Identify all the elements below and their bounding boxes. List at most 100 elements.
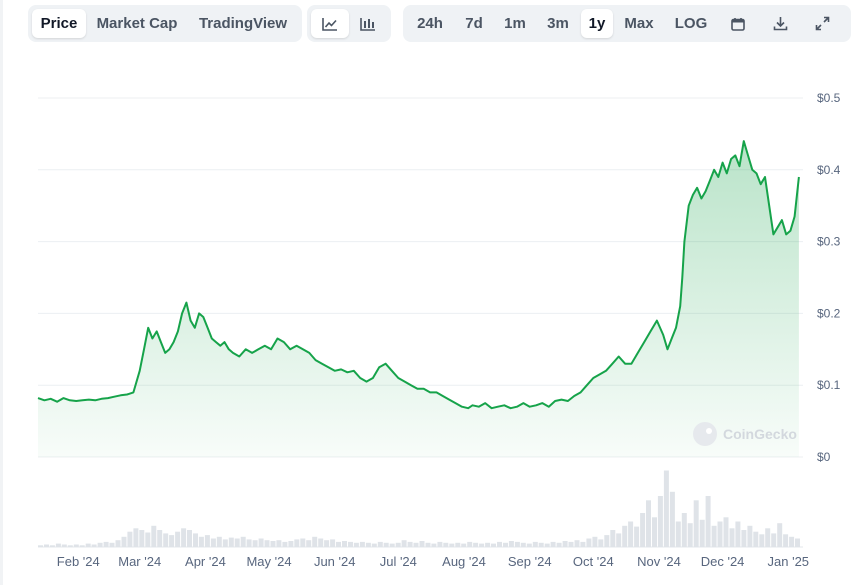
volume-bar xyxy=(520,542,526,548)
watermark-text: CoinGecko xyxy=(723,426,797,442)
volume-bar xyxy=(300,538,306,547)
range-1m[interactable]: 1m xyxy=(504,15,526,32)
volume-bar xyxy=(646,500,651,548)
volume-bar xyxy=(377,541,383,547)
volume-bar xyxy=(443,542,449,548)
volume-bar xyxy=(264,540,270,547)
tab-market-cap[interactable]: Market Cap xyxy=(96,15,178,32)
tab-tradingview[interactable]: TradingView xyxy=(198,15,288,32)
volume-bar xyxy=(133,528,139,547)
volume-bar xyxy=(276,540,282,547)
volume-bar xyxy=(657,496,663,547)
candlestick-chart-button[interactable] xyxy=(349,9,387,38)
volume-bar xyxy=(401,540,407,547)
volume-bar xyxy=(348,541,353,547)
time-range-group: 24h 7d 1m 3m 1y Max LOG xyxy=(403,5,851,42)
volume-bar xyxy=(562,541,568,547)
volume-bar xyxy=(49,545,55,547)
volume-bar xyxy=(437,541,443,547)
volume-bar xyxy=(413,542,419,548)
x-tick-label: Jun '24 xyxy=(314,554,356,569)
range-3m[interactable]: 3m xyxy=(547,15,569,32)
volume-bar xyxy=(365,542,371,548)
volume-bar xyxy=(479,543,485,547)
volume-bar xyxy=(526,543,532,547)
volume-bar xyxy=(282,541,288,547)
volume-bar xyxy=(91,544,97,547)
volume-bar xyxy=(157,530,163,547)
range-1y[interactable]: 1y xyxy=(581,9,613,38)
volume-bar xyxy=(461,543,467,547)
volume-bar xyxy=(640,513,646,547)
volume-bar xyxy=(765,528,771,547)
y-tick-label: $0.3 xyxy=(817,235,841,249)
line-chart-icon xyxy=(322,17,338,31)
volume-bar xyxy=(85,543,91,547)
x-tick-label: Oct '24 xyxy=(573,554,614,569)
volume-bar xyxy=(550,541,556,547)
volume-bar xyxy=(544,543,550,547)
volume-bar xyxy=(121,536,127,547)
volume-bar xyxy=(777,523,783,547)
volume-bar xyxy=(663,470,669,547)
volume-bar xyxy=(514,541,520,547)
y-tick-label: $0.5 xyxy=(817,91,841,105)
volume-bar xyxy=(181,528,187,547)
volume-bar xyxy=(693,500,699,548)
volume-bar xyxy=(497,541,502,547)
volume-bar xyxy=(759,534,765,548)
x-tick-label: Sep '24 xyxy=(508,554,552,569)
volume-bar xyxy=(228,537,234,547)
volume-bar xyxy=(324,540,330,547)
volume-bar xyxy=(193,533,198,547)
volume-bar xyxy=(675,521,681,547)
price-area-fill xyxy=(38,141,799,457)
range-24h[interactable]: 24h xyxy=(417,15,443,32)
volume-bar xyxy=(127,531,133,547)
volume-bar xyxy=(795,538,800,547)
volume-bar xyxy=(371,543,377,547)
volume-bar xyxy=(574,540,580,547)
log-scale-toggle[interactable]: LOG xyxy=(674,15,708,32)
volume-bar xyxy=(252,540,258,547)
volume-bar xyxy=(115,540,121,547)
download-button[interactable] xyxy=(759,9,801,38)
volume-bar xyxy=(55,543,61,547)
volume-bar xyxy=(467,541,473,547)
volume-bar xyxy=(246,539,252,547)
x-tick-label: Aug '24 xyxy=(442,554,486,569)
volume-bar xyxy=(175,531,181,547)
volume-bar xyxy=(711,525,717,548)
volume-bar xyxy=(336,541,341,547)
tab-price[interactable]: Price xyxy=(32,9,86,38)
y-axis-labels: $0 $0.1 $0.2 $0.3 $0.4 $0.5 xyxy=(817,91,841,464)
volume-bar xyxy=(79,545,85,547)
volume-bar xyxy=(38,545,43,547)
volume-bar xyxy=(330,539,336,547)
volume-bar xyxy=(598,539,604,547)
x-tick-label: Feb '24 xyxy=(57,554,100,569)
volume-bar xyxy=(747,525,753,548)
line-chart-button[interactable] xyxy=(311,9,349,38)
volume-bar xyxy=(669,491,675,548)
fullscreen-button[interactable] xyxy=(801,9,843,38)
volume-bar xyxy=(473,542,479,548)
volume-bar xyxy=(652,517,657,547)
volume-bar xyxy=(699,519,705,547)
volume-bar xyxy=(532,541,538,547)
calendar-button[interactable] xyxy=(717,9,759,38)
volume-bar xyxy=(729,528,735,547)
view-tab-group: Price Market Cap TradingView xyxy=(28,5,302,42)
range-max[interactable]: Max xyxy=(624,15,654,32)
volume-bar xyxy=(604,535,610,547)
volume-bar xyxy=(169,535,175,547)
volume-bar xyxy=(753,531,759,547)
volume-bar xyxy=(44,544,49,547)
volume-bar xyxy=(431,543,437,547)
volume-bar xyxy=(210,538,216,547)
volume-bar xyxy=(109,542,115,548)
range-7d[interactable]: 7d xyxy=(465,15,483,32)
volume-bar xyxy=(198,536,204,547)
volume-bar xyxy=(419,541,425,547)
